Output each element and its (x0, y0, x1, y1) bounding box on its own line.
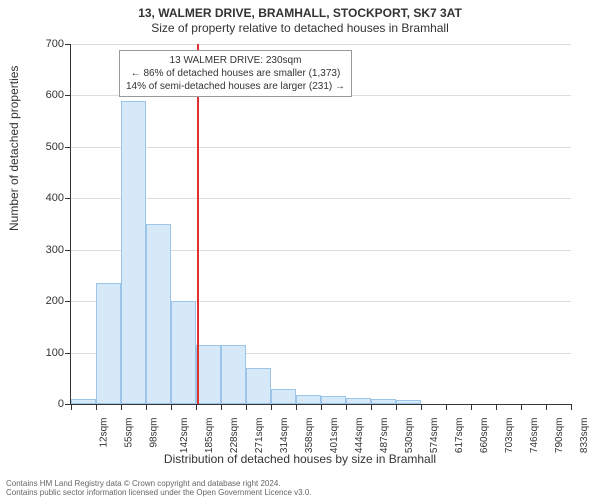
histogram-bar (321, 396, 346, 404)
x-tick-label: 12sqm (99, 418, 110, 448)
x-tick (446, 404, 447, 410)
histogram-bar (221, 345, 246, 404)
x-axis-label: Distribution of detached houses by size … (0, 452, 600, 466)
histogram-bar (271, 389, 296, 404)
x-tick (196, 404, 197, 410)
chart-title-main: 13, WALMER DRIVE, BRAMHALL, STOCKPORT, S… (0, 0, 600, 20)
histogram-bar (296, 395, 321, 404)
x-tick (546, 404, 547, 410)
gridline (71, 198, 571, 199)
x-tick-label: 617sqm (454, 418, 465, 454)
y-tick (65, 44, 71, 45)
x-tick-label: 530sqm (404, 418, 415, 454)
y-tick-label: 700 (34, 38, 64, 50)
x-tick (571, 404, 572, 410)
histogram-bar (146, 224, 171, 404)
x-tick (71, 404, 72, 410)
x-tick (521, 404, 522, 410)
histogram-bar (396, 400, 421, 404)
x-tick (296, 404, 297, 410)
chart-container: 13, WALMER DRIVE, BRAMHALL, STOCKPORT, S… (0, 0, 600, 500)
x-tick (321, 404, 322, 410)
histogram-bar (121, 101, 146, 404)
y-tick (65, 95, 71, 96)
y-tick (65, 353, 71, 354)
footer-attribution: Contains HM Land Registry data © Crown c… (6, 479, 312, 498)
x-tick-label: 401sqm (329, 418, 340, 454)
x-tick-label: 746sqm (529, 418, 540, 454)
x-tick (496, 404, 497, 410)
x-tick-label: 228sqm (229, 418, 240, 454)
y-tick (65, 147, 71, 148)
y-tick-label: 100 (34, 347, 64, 359)
footer-line2: Contains public sector information licen… (6, 488, 312, 498)
y-tick (65, 198, 71, 199)
x-tick-label: 314sqm (279, 418, 290, 454)
x-tick-label: 271sqm (254, 418, 265, 454)
footer-line1: Contains HM Land Registry data © Crown c… (6, 479, 312, 489)
y-tick (65, 301, 71, 302)
x-tick (146, 404, 147, 410)
x-tick-label: 790sqm (554, 418, 565, 454)
chart-title-sub: Size of property relative to detached ho… (0, 20, 600, 35)
histogram-bar (346, 398, 371, 404)
x-tick (246, 404, 247, 410)
x-tick (396, 404, 397, 410)
x-tick (371, 404, 372, 410)
y-tick-label: 400 (34, 192, 64, 204)
histogram-bar (246, 368, 271, 404)
y-tick-label: 600 (34, 89, 64, 101)
y-tick (65, 250, 71, 251)
x-tick-label: 660sqm (479, 418, 490, 454)
x-tick (221, 404, 222, 410)
annotation-line2: ← 86% of detached houses are smaller (1,… (126, 67, 345, 80)
reference-line (197, 44, 199, 404)
x-tick (171, 404, 172, 410)
x-tick (271, 404, 272, 410)
y-tick-label: 300 (34, 244, 64, 256)
annotation-line3: 14% of semi-detached houses are larger (… (126, 80, 345, 93)
x-tick (346, 404, 347, 410)
chart-plot-area: 13 WALMER DRIVE: 230sqm ← 86% of detache… (70, 44, 571, 405)
x-tick (421, 404, 422, 410)
histogram-bar (171, 301, 196, 404)
gridline (71, 147, 571, 148)
annotation-line1: 13 WALMER DRIVE: 230sqm (126, 54, 345, 67)
histogram-bar (196, 345, 221, 404)
x-tick-label: 55sqm (124, 418, 135, 448)
y-tick-label: 500 (34, 141, 64, 153)
x-tick-label: 574sqm (429, 418, 440, 454)
y-axis-label: Number of detached properties (7, 66, 21, 231)
x-tick (121, 404, 122, 410)
x-tick (96, 404, 97, 410)
x-tick-label: 142sqm (179, 418, 190, 454)
y-tick-label: 200 (34, 295, 64, 307)
x-tick-label: 98sqm (149, 418, 160, 448)
histogram-bar (71, 399, 96, 404)
x-tick-label: 444sqm (354, 418, 365, 454)
annotation-box: 13 WALMER DRIVE: 230sqm ← 86% of detache… (119, 50, 352, 97)
x-tick-label: 833sqm (579, 418, 590, 454)
x-tick-label: 358sqm (304, 418, 315, 454)
x-tick (471, 404, 472, 410)
y-tick-label: 0 (34, 398, 64, 410)
histogram-bar (96, 283, 121, 404)
x-tick-label: 487sqm (379, 418, 390, 454)
histogram-bar (371, 399, 396, 404)
x-tick-label: 703sqm (504, 418, 515, 454)
x-tick-label: 185sqm (204, 418, 215, 454)
gridline (71, 44, 571, 45)
